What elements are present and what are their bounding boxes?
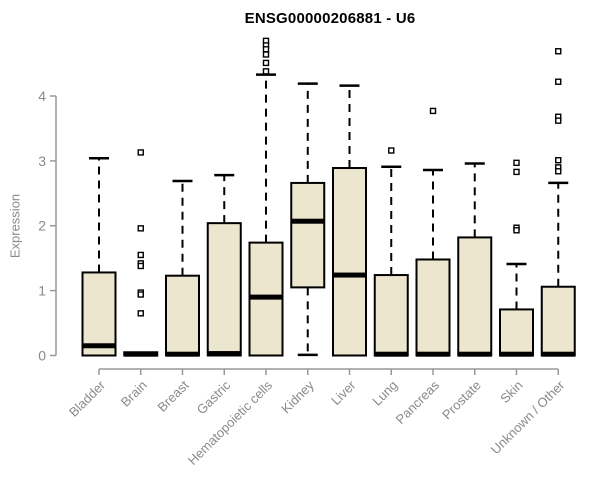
outlier-point xyxy=(513,168,520,176)
outlier-point xyxy=(513,227,520,234)
median-line xyxy=(500,351,533,357)
x-tick-label: Skin xyxy=(497,378,525,406)
outlier-point xyxy=(137,225,144,232)
outlier-point xyxy=(555,117,562,124)
x-tick-label: Unknown / Other xyxy=(488,377,568,457)
iqr-box xyxy=(457,236,493,357)
median-line xyxy=(166,351,199,357)
median-line xyxy=(458,351,492,357)
outlier-point xyxy=(137,251,144,259)
outlier-point xyxy=(137,310,144,317)
outlier-point xyxy=(555,78,562,85)
outlier-point xyxy=(429,107,437,115)
outlier-point xyxy=(137,149,144,156)
outlier-point xyxy=(262,46,270,53)
iqr-box xyxy=(499,308,534,357)
median-line xyxy=(249,294,283,300)
iqr-box xyxy=(165,274,200,357)
outlier-point xyxy=(555,48,562,55)
x-tick-label: Lung xyxy=(369,378,400,409)
iqr-box xyxy=(290,181,326,289)
outlier-point xyxy=(137,291,144,298)
x-tick-label: Breast xyxy=(154,377,191,414)
x-tick-label: Kidney xyxy=(278,377,317,416)
iqr-box xyxy=(332,167,367,357)
outlier-point xyxy=(388,147,395,154)
y-tick-label: 2 xyxy=(38,218,46,234)
y-tick-label: 4 xyxy=(38,88,46,104)
outlier-point xyxy=(513,159,520,167)
outlier-point xyxy=(555,168,562,175)
outlier-point xyxy=(262,51,270,58)
iqr-box xyxy=(206,222,242,357)
x-tick-label: Pancreas xyxy=(393,377,443,427)
iqr-box xyxy=(373,274,409,357)
x-tick-label: Prostate xyxy=(439,378,484,423)
x-tick-label: Bladder xyxy=(66,377,109,420)
outlier-point xyxy=(137,262,144,270)
median-line xyxy=(291,218,325,224)
iqr-box xyxy=(540,285,576,357)
outlier-point xyxy=(262,68,270,75)
x-tick-label: Brain xyxy=(118,378,150,410)
x-tick-label: Gastric xyxy=(194,377,234,417)
outlier-point xyxy=(262,59,270,67)
chart-title: ENSG00000206881 - U6 xyxy=(244,10,416,27)
x-tick-label: Liver xyxy=(328,377,359,408)
median-line xyxy=(541,351,575,357)
outlier-point xyxy=(555,157,562,164)
y-tick-label: 0 xyxy=(38,347,46,363)
y-tick-label: 1 xyxy=(38,283,46,299)
y-tick-label: 3 xyxy=(38,153,46,169)
median-line xyxy=(416,351,450,357)
median-line xyxy=(82,343,116,349)
median-line xyxy=(374,351,408,357)
iqr-box xyxy=(81,271,117,357)
median-line xyxy=(207,351,241,357)
median-line xyxy=(333,272,366,278)
iqr-box xyxy=(415,258,451,357)
median-line xyxy=(124,351,158,357)
